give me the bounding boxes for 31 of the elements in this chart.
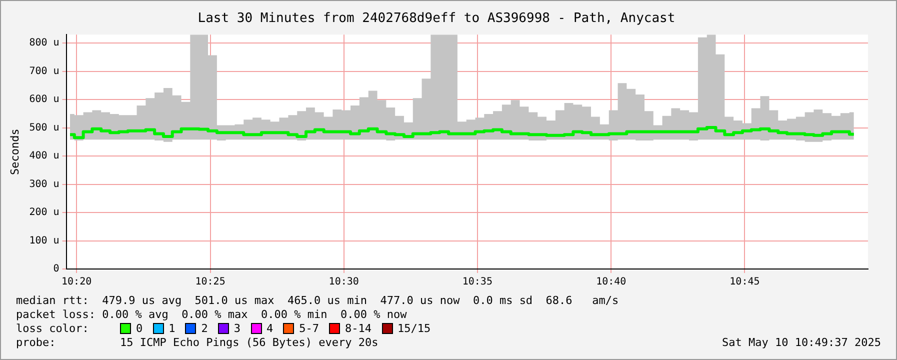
x-tick-label: 10:25 — [195, 276, 226, 288]
text: 0 — [136, 322, 143, 334]
y-tick-label: 300 u — [29, 178, 60, 190]
text: 15 ICMP Echo Pings (56 Bytes) every 20s — [120, 336, 378, 348]
y-axis-title: Seconds — [8, 128, 22, 175]
y-tick-label: 100 u — [29, 235, 60, 246]
y-tick-label: 700 u — [29, 66, 60, 77]
text: 5-7 — [299, 322, 319, 334]
y-tick-label: 0 — [53, 264, 60, 275]
x-tick-label: 10:30 — [328, 276, 359, 288]
x-tick-label: 10:20 — [62, 276, 92, 288]
text: 3 — [234, 322, 240, 334]
x-tick-label: 10:45 — [730, 276, 760, 288]
text: 4 — [266, 322, 274, 334]
y-tick-label: 600 u — [29, 94, 60, 106]
text: probe: — [16, 336, 57, 348]
text: 2 — [201, 322, 208, 334]
text: Sat May 10 10:49:37 2025 — [722, 336, 881, 348]
text: packet loss: 0.00 % avg 0.00 % max 0.00 % min 0.00 % now — [16, 307, 408, 321]
text: 8-14 — [345, 322, 372, 334]
y-tick-label: 400 u — [29, 150, 60, 162]
y-tick-label: 800 u — [29, 38, 60, 49]
x-tick-label: 10:35 — [462, 276, 492, 288]
text: 15/15 — [398, 322, 431, 334]
y-tick-label: 200 u — [29, 207, 60, 218]
text: 1 — [168, 322, 176, 334]
text: median rtt: 479.9 us avg 501.0 us max 465.0 us min 477.0 us now 0.0 ms sd 68.6 am/s — [16, 293, 620, 307]
text: loss color: — [16, 322, 90, 334]
x-tick-label: 10:40 — [596, 276, 626, 288]
y-tick-label: 500 u — [29, 122, 60, 134]
chart-title: Last 30 Minutes from 2402768d9eff to AS396998 - Path, Anycast — [198, 11, 676, 26]
